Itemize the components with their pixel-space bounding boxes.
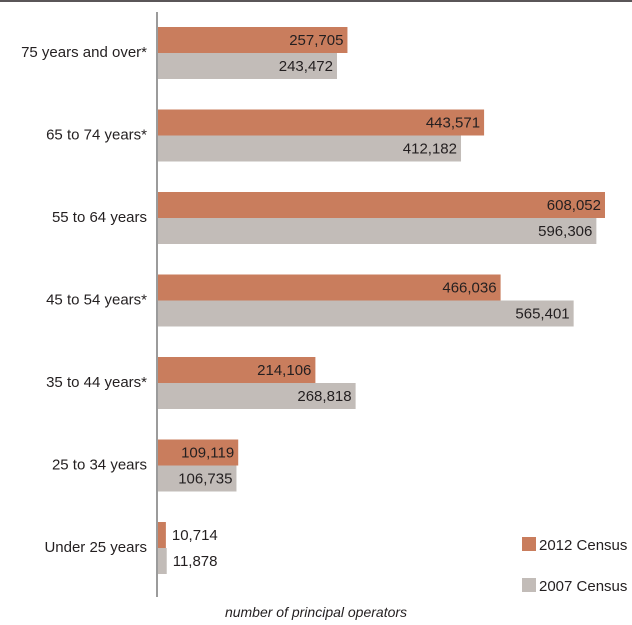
data-label: 257,705 <box>289 32 343 49</box>
data-label: 608,052 <box>547 197 601 214</box>
data-label: 106,735 <box>178 471 232 488</box>
category-label: 45 to 54 years* <box>46 292 147 309</box>
bar-2012 <box>158 439 239 466</box>
data-label: 109,119 <box>181 445 234 462</box>
bar-2012 <box>158 27 348 53</box>
data-label: 11,878 <box>173 553 218 570</box>
bar-2007 <box>158 300 574 327</box>
bar-2007 <box>158 53 337 79</box>
category-label: 25 to 34 years <box>52 457 147 474</box>
data-label: 596,306 <box>538 223 592 240</box>
category-label: Under 25 years <box>44 539 147 556</box>
bar-2007 <box>158 135 462 162</box>
category-label: 55 to 64 years <box>52 209 147 226</box>
data-label: 243,472 <box>279 58 333 75</box>
bar-2012 <box>158 109 485 136</box>
legend: 2012 Census 2007 Census <box>522 537 627 595</box>
bar-2007 <box>158 383 356 409</box>
category-label: 65 to 74 years* <box>46 127 147 144</box>
bars-group: 75 years and over* 257,705 243,472 65 to 74… <box>21 27 605 574</box>
bar-2012 <box>158 274 501 301</box>
data-label: 412,182 <box>403 141 457 158</box>
bar-2007 <box>158 218 597 244</box>
data-label: 214,106 <box>257 362 311 379</box>
bar-2007 <box>158 465 237 492</box>
data-label: 565,401 <box>515 306 569 323</box>
data-label: 268,818 <box>297 388 351 405</box>
bar-2012 <box>158 192 605 218</box>
legend-swatch-2007 <box>522 578 536 592</box>
bar-2012 <box>158 522 166 548</box>
legend-label: 2007 Census <box>539 578 627 595</box>
legend-label: 2012 Census <box>539 537 627 554</box>
legend-swatch-2012 <box>522 537 536 551</box>
data-label: 10,714 <box>172 527 218 544</box>
bar-2012 <box>158 357 316 383</box>
category-label: 75 years and over* <box>21 44 147 61</box>
bar-2007 <box>158 548 167 574</box>
category-label: 35 to 44 years* <box>46 374 147 391</box>
data-label: 466,036 <box>442 280 496 297</box>
x-axis-label: number of principal operators <box>225 604 407 620</box>
data-label: 443,571 <box>426 115 480 132</box>
